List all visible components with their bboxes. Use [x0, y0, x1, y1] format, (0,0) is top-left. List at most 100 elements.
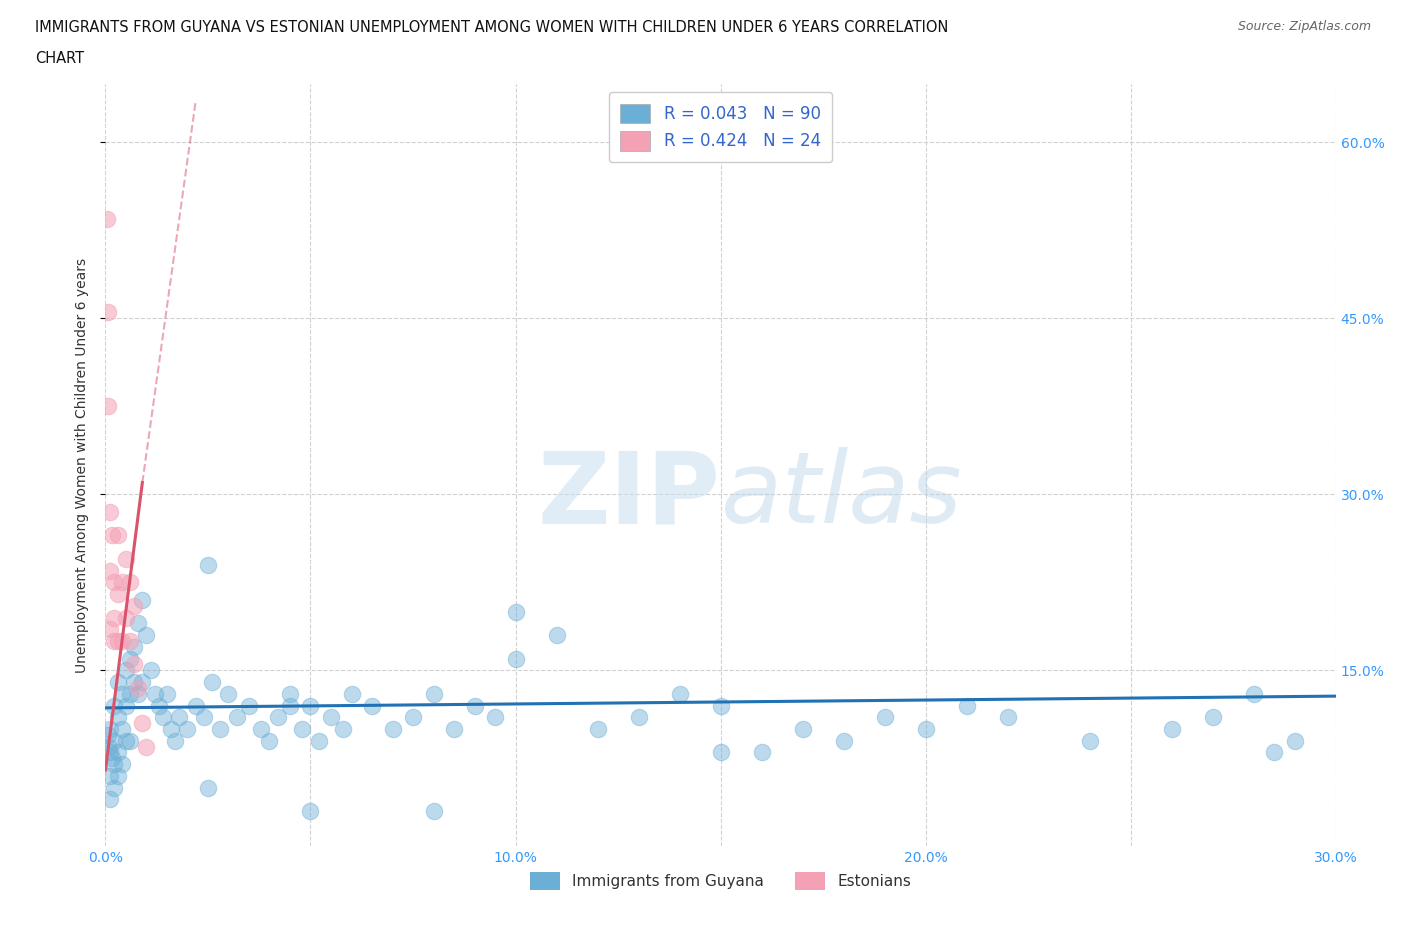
Point [193, 710, 215, 724]
Point [131, 716, 153, 731]
Point [1202, 710, 1225, 724]
Point [1243, 686, 1265, 701]
Point [259, 733, 281, 748]
Point [169, 710, 191, 724]
Point [505, 604, 527, 619]
Point [160, 722, 183, 737]
Point [873, 710, 896, 724]
Point [98, 564, 121, 578]
Point [131, 674, 153, 689]
Point [319, 710, 342, 724]
Point [103, 780, 125, 795]
Point [127, 681, 149, 696]
Point [115, 663, 138, 678]
Point [443, 722, 465, 737]
Point [201, 674, 224, 689]
Point [96, 211, 118, 226]
Point [111, 575, 134, 590]
Point [914, 722, 936, 737]
Text: Source: ZipAtlas.com: Source: ZipAtlas.com [1237, 20, 1371, 33]
Point [340, 686, 363, 701]
Text: atlas: atlas [721, 447, 962, 544]
Point [120, 575, 141, 590]
Point [402, 710, 425, 724]
Point [332, 722, 354, 737]
Y-axis label: Unemployment Among Women with Children Under 6 years: Unemployment Among Women with Children U… [76, 258, 90, 672]
Point [122, 598, 145, 613]
Point [107, 710, 129, 724]
Point [184, 698, 207, 713]
Point [197, 780, 219, 795]
Point [484, 710, 506, 724]
Point [381, 722, 404, 737]
Point [156, 686, 179, 701]
Point [278, 698, 301, 713]
Point [956, 698, 979, 713]
Point [1263, 745, 1285, 760]
Point [107, 768, 129, 783]
Point [505, 651, 527, 666]
Point [107, 587, 129, 602]
Point [422, 686, 444, 701]
Point [751, 745, 773, 760]
Point [218, 686, 240, 701]
Point [120, 733, 141, 748]
Point [111, 686, 134, 701]
Point [98, 622, 121, 637]
Point [122, 640, 145, 655]
Point [103, 733, 125, 748]
Point [1078, 733, 1101, 748]
Point [586, 722, 609, 737]
Point [111, 757, 134, 772]
Point [120, 686, 141, 701]
Point [120, 633, 141, 648]
Point [176, 722, 198, 737]
Point [111, 633, 134, 648]
Point [792, 722, 814, 737]
Point [361, 698, 384, 713]
Point [122, 674, 145, 689]
Point [209, 722, 232, 737]
Point [103, 633, 125, 648]
Point [139, 663, 162, 678]
Point [135, 739, 157, 754]
Point [1284, 733, 1306, 748]
Point [197, 557, 219, 572]
Point [120, 651, 141, 666]
Point [299, 804, 322, 818]
Point [98, 792, 121, 807]
Point [135, 628, 157, 643]
Point [308, 733, 330, 748]
Point [832, 733, 855, 748]
Point [103, 575, 125, 590]
Point [98, 504, 121, 519]
Point [464, 698, 486, 713]
Point [115, 733, 138, 748]
Text: CHART: CHART [35, 51, 84, 66]
Point [122, 657, 145, 671]
Text: ZIP: ZIP [537, 447, 721, 544]
Point [267, 710, 290, 724]
Point [668, 686, 690, 701]
Point [131, 592, 153, 607]
Point [115, 698, 138, 713]
Point [127, 616, 149, 631]
Point [291, 722, 314, 737]
Point [98, 745, 121, 760]
Point [299, 698, 322, 713]
Point [710, 745, 733, 760]
Point [96, 727, 118, 742]
Point [100, 751, 122, 765]
Point [152, 710, 174, 724]
Point [1160, 722, 1182, 737]
Point [103, 757, 125, 772]
Legend: Immigrants from Guyana, Estonians: Immigrants from Guyana, Estonians [523, 866, 918, 896]
Point [107, 674, 129, 689]
Text: IMMIGRANTS FROM GUYANA VS ESTONIAN UNEMPLOYMENT AMONG WOMEN WITH CHILDREN UNDER : IMMIGRANTS FROM GUYANA VS ESTONIAN UNEMP… [35, 20, 949, 35]
Point [103, 610, 125, 625]
Point [278, 686, 301, 701]
Point [997, 710, 1019, 724]
Point [627, 710, 650, 724]
Point [148, 698, 170, 713]
Point [96, 305, 118, 320]
